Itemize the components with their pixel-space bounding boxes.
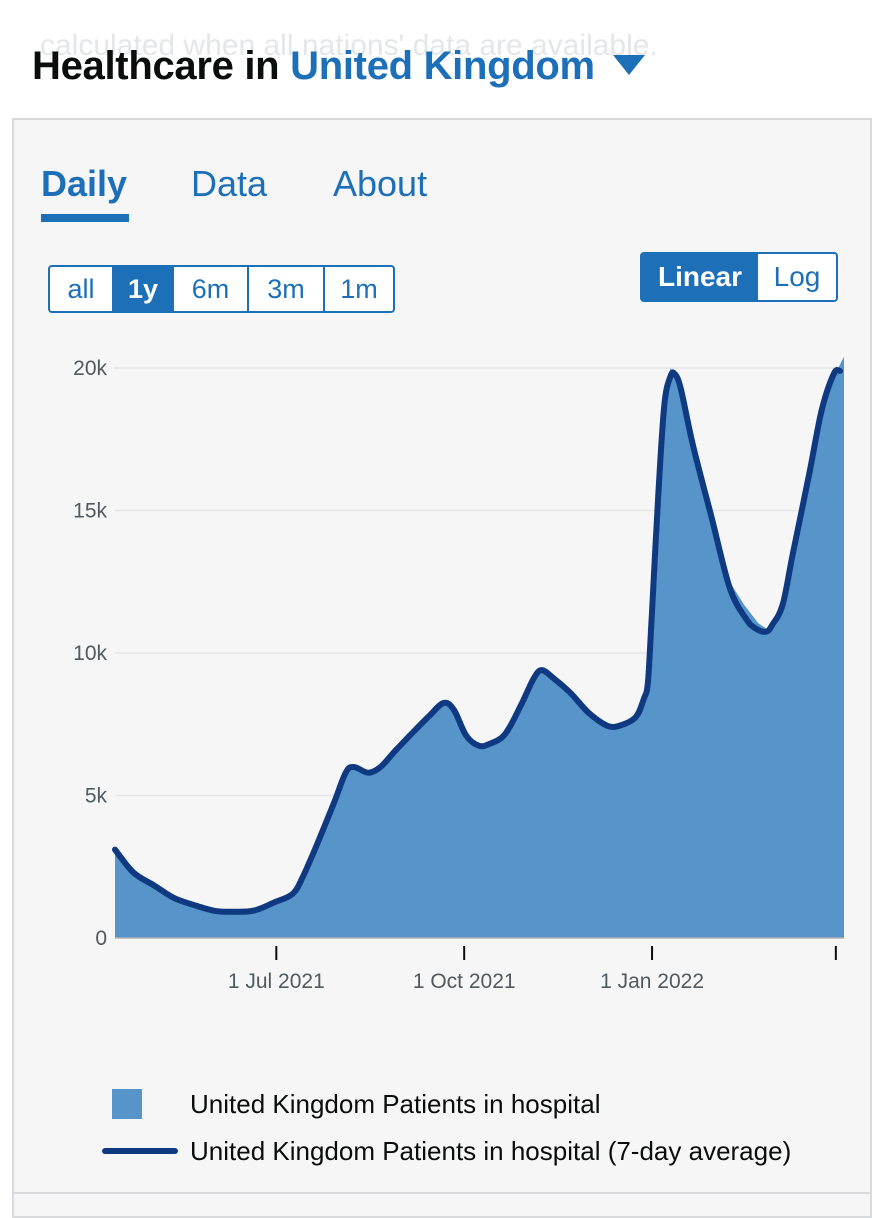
area-series xyxy=(115,356,844,939)
range-1y-button[interactable]: 1y xyxy=(114,267,174,311)
y-tick-label: 5k xyxy=(85,785,108,808)
range-1m-button[interactable]: 1m xyxy=(340,273,378,304)
x-tick-label: 1 Jan 2022 xyxy=(600,970,704,993)
card-bottom-divider xyxy=(12,1192,872,1194)
heading-prefix: Healthcare in xyxy=(32,44,280,88)
legend-label: United Kingdom Patients in hospital (7-d… xyxy=(190,1136,792,1166)
legend-area-swatch-icon xyxy=(112,1089,142,1119)
axes: 0 5k 10k 15k 20k 1 Jul 2021 1 Oct 2021 1 Jan 20… xyxy=(73,357,844,993)
y-tick-label: 15k xyxy=(73,500,107,523)
tab-daily[interactable]: Daily xyxy=(41,163,128,204)
y-tick-label: 10k xyxy=(73,642,107,665)
x-tick-label: 1 Oct 2021 xyxy=(413,970,516,993)
caret-down-icon xyxy=(612,55,645,75)
faded-background-text: calculated when all nations' data are av… xyxy=(40,29,658,62)
patients-in-hospital-area xyxy=(115,356,844,939)
page-heading: Healthcare in United Kingdom xyxy=(32,40,645,92)
tab-data[interactable]: Data xyxy=(191,163,268,204)
area-selector[interactable]: United Kingdom xyxy=(290,44,645,88)
y-tick-label: 0 xyxy=(95,927,107,950)
time-range-selector: all 1y 6m 3m 1m xyxy=(48,265,395,313)
legend-label: United Kingdom Patients in hospital xyxy=(190,1089,601,1119)
legend-line-swatch-icon xyxy=(102,1148,178,1154)
scale-selector: Linear Log xyxy=(640,252,838,302)
linear-scale-button[interactable]: Linear xyxy=(642,254,758,300)
x-tick-label: 1 Jul 2021 xyxy=(228,970,325,993)
tab-about[interactable]: About xyxy=(333,163,428,204)
area-name: United Kingdom xyxy=(290,44,595,88)
range-all-button[interactable]: all xyxy=(50,267,114,311)
range-6m-button[interactable]: 6m xyxy=(174,267,249,311)
seven-day-average-line xyxy=(112,366,843,915)
y-tick-label: 20k xyxy=(73,357,107,380)
log-scale-button[interactable]: Log xyxy=(773,261,821,292)
active-tab-indicator xyxy=(41,214,129,222)
range-3m-button[interactable]: 3m xyxy=(249,267,325,311)
line-series xyxy=(112,366,843,915)
